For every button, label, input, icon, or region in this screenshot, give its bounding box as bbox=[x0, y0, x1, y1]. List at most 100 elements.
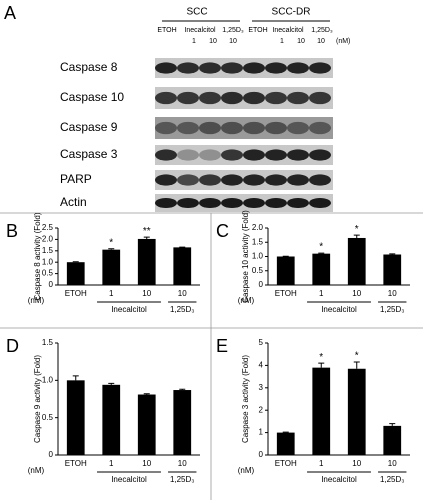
y-tick-label: 3 bbox=[259, 383, 264, 392]
x-tick-label: 10 bbox=[178, 289, 187, 298]
y-axis-label: Caspase 9 activity (Fold) bbox=[33, 355, 42, 443]
blot-row-label: Caspase 10 bbox=[60, 90, 124, 104]
blot-band bbox=[155, 197, 177, 209]
lane-label: ETOH bbox=[157, 27, 176, 34]
significance-label: * bbox=[109, 237, 113, 248]
blot-band bbox=[309, 149, 331, 161]
y-tick-label: 0.5 bbox=[42, 413, 54, 422]
cell-line-label: SCC bbox=[186, 7, 207, 18]
blot-band bbox=[309, 121, 331, 135]
error-bar bbox=[318, 252, 325, 254]
blot-band bbox=[243, 62, 265, 74]
blot-band bbox=[155, 174, 177, 186]
y-tick-label: 0 bbox=[259, 280, 264, 289]
x-tick-label: 1 bbox=[319, 459, 324, 468]
bar bbox=[383, 254, 402, 285]
y-tick-label: 2.0 bbox=[252, 223, 264, 232]
blot-band bbox=[287, 91, 309, 105]
x-unit-label: (nM) bbox=[238, 296, 255, 305]
blot-band bbox=[287, 121, 309, 135]
blot-band bbox=[177, 91, 199, 105]
group-label: 1,25D₃ bbox=[380, 475, 405, 484]
x-tick-label: 10 bbox=[388, 459, 397, 468]
blot-band bbox=[243, 197, 265, 209]
y-tick-label: 0.5 bbox=[42, 269, 54, 278]
blot-band bbox=[221, 91, 243, 105]
y-tick-label: 1 bbox=[259, 428, 264, 437]
blot-band bbox=[177, 62, 199, 74]
error-bar bbox=[318, 362, 325, 368]
bar bbox=[383, 425, 402, 455]
cell-line-label: SCC-DR bbox=[272, 7, 311, 18]
lane-label: ETOH bbox=[248, 27, 267, 34]
blot-band bbox=[199, 62, 221, 74]
y-tick-label: 2.0 bbox=[42, 235, 54, 244]
bar bbox=[66, 262, 85, 285]
bar bbox=[137, 394, 156, 455]
error-bar bbox=[143, 393, 150, 395]
blot-band bbox=[155, 91, 177, 105]
blot-band bbox=[265, 174, 287, 186]
error-bar bbox=[389, 253, 396, 255]
bar bbox=[312, 253, 331, 285]
dose-label: 10 bbox=[229, 38, 237, 45]
blot-band bbox=[287, 174, 309, 186]
bar bbox=[312, 367, 331, 455]
blot-row-label: Caspase 3 bbox=[60, 147, 118, 161]
lane-label: Inecalcitol bbox=[272, 27, 304, 34]
blot-band bbox=[265, 149, 287, 161]
bar bbox=[276, 256, 295, 285]
group-label: Inecalcitol bbox=[111, 475, 147, 484]
y-tick-label: 1.5 bbox=[42, 246, 54, 255]
panel-letter: A bbox=[4, 3, 16, 23]
dose-unit: (nM) bbox=[336, 38, 350, 45]
blot-band bbox=[199, 174, 221, 186]
blot-band bbox=[221, 174, 243, 186]
dose-label: 10 bbox=[209, 38, 217, 45]
x-unit-label: (nM) bbox=[28, 296, 45, 305]
y-tick-label: 1.0 bbox=[42, 257, 54, 266]
y-axis-label: Caspase 10 activity (Fold) bbox=[241, 210, 250, 303]
blot-row-label: PARP bbox=[60, 172, 92, 186]
x-tick-label: ETOH bbox=[275, 459, 297, 468]
y-tick-label: 1.5 bbox=[42, 338, 54, 347]
x-tick-label: 10 bbox=[352, 459, 361, 468]
blot-row-label: Caspase 9 bbox=[60, 120, 118, 134]
panel-letter: B bbox=[6, 221, 18, 241]
error-bar bbox=[389, 423, 396, 426]
blot-band bbox=[221, 197, 243, 209]
group-label: 1,25D₃ bbox=[380, 305, 405, 314]
blot-band bbox=[177, 197, 199, 209]
bar bbox=[173, 247, 192, 285]
panel-letter: C bbox=[216, 221, 229, 241]
error-bar bbox=[143, 236, 150, 239]
blot-band bbox=[243, 91, 265, 105]
y-tick-label: 5 bbox=[259, 338, 264, 347]
blot-band bbox=[243, 121, 265, 135]
dose-label: 10 bbox=[297, 38, 305, 45]
x-tick-label: 10 bbox=[142, 459, 151, 468]
blot-band bbox=[155, 121, 177, 135]
dose-label: 10 bbox=[317, 38, 325, 45]
x-tick-label: ETOH bbox=[65, 459, 87, 468]
blot-band bbox=[177, 121, 199, 135]
blot-band bbox=[199, 121, 221, 135]
blot-band bbox=[221, 62, 243, 74]
dose-label: 1 bbox=[280, 38, 284, 45]
y-axis-label: Caspase 8 activity (Fold) bbox=[33, 212, 42, 300]
error-bar bbox=[108, 248, 115, 250]
error-bar bbox=[179, 388, 186, 391]
blot-band bbox=[309, 91, 331, 105]
panel-letter: E bbox=[216, 336, 228, 356]
bar bbox=[66, 380, 85, 455]
blot-band bbox=[243, 174, 265, 186]
y-tick-label: 1.0 bbox=[42, 375, 54, 384]
y-tick-label: 1.5 bbox=[252, 237, 264, 246]
x-tick-label: ETOH bbox=[65, 289, 87, 298]
x-tick-label: 10 bbox=[352, 289, 361, 298]
x-tick-label: 10 bbox=[178, 459, 187, 468]
blot-band bbox=[199, 91, 221, 105]
panel-letter: D bbox=[6, 336, 19, 356]
y-tick-label: 0.5 bbox=[252, 266, 264, 275]
